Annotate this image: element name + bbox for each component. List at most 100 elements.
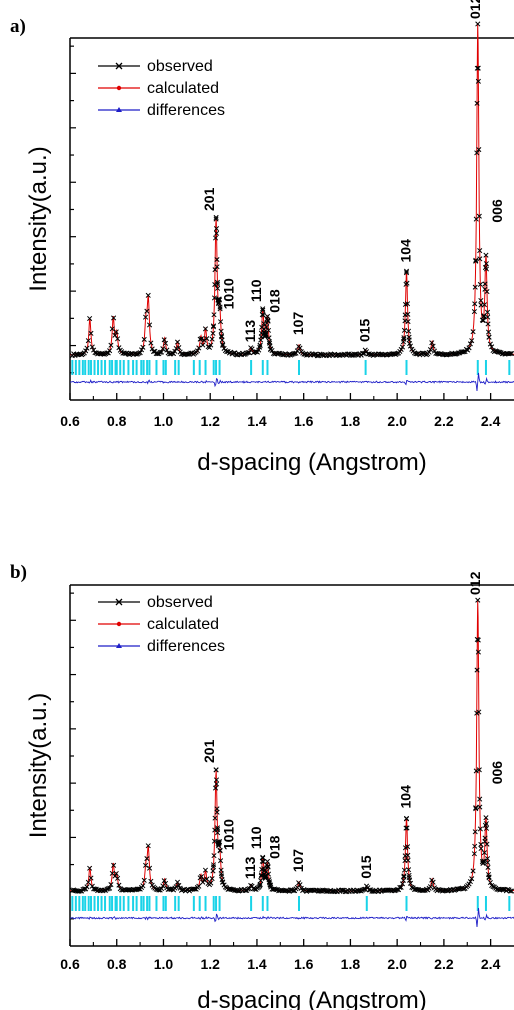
observed-point [109,326,115,332]
xrd-panel-a: a) 0.6 0.8 1.0 1.2 1.4 1.6 1.8 2.0 2.2 2.4 d-spacin… [10,0,514,476]
observed-point [317,888,323,894]
observed-point [264,313,271,319]
observed-point [293,350,299,356]
observed-point [437,887,443,893]
observed-point [501,886,507,892]
observed-point [353,351,359,357]
observed-point [246,350,252,356]
observed-point [112,332,118,338]
observed-point [470,868,476,874]
observed-point [312,351,318,357]
observed-point [470,329,476,335]
observed-point [471,309,477,315]
observed-point [136,886,142,892]
x-tick-label: 2.0 [387,956,407,972]
observed-point [399,344,406,350]
observed-point [301,351,307,357]
observed-point [477,804,483,810]
x-tick-label: 2.4 [481,413,501,429]
peak-label-015: 015 [357,318,373,342]
observed-point [280,352,286,358]
observed-point [212,235,219,241]
observed-point [370,888,376,894]
observed-point [421,887,427,894]
panel-label: a) [10,16,26,37]
observed-point [158,349,165,355]
legend-item-differences: differences [98,102,225,119]
observed-point [213,777,220,783]
observed-point [267,346,274,353]
observed-point [208,342,214,348]
observed-point [237,351,243,357]
x-tick-label: 1.0 [154,956,174,972]
panel-label: b) [10,562,27,583]
x-tick-label: 1.2 [200,956,220,972]
observed-point [472,301,478,307]
observed-point [466,345,472,351]
observed-point [485,864,491,870]
observed-point [258,878,264,884]
observed-point [266,335,272,341]
observed-point [108,882,114,888]
y-axis-title: Intensity(a.u.) [25,693,52,838]
observed-point [475,21,481,27]
observed-point [497,349,503,355]
observed-point [475,78,481,84]
observed-point [172,348,178,354]
legend-label: calculated [147,80,219,97]
observed-point [217,847,223,853]
observed-point [180,887,186,893]
observed-point [212,267,218,273]
observed-point [509,350,514,357]
observed-point [260,312,266,318]
observed-point [349,352,355,358]
observed-point [476,147,482,153]
observed-point [184,887,190,893]
observed-point [477,256,483,262]
observed-point [202,867,209,873]
peak-label-113: 113 [242,856,258,879]
observed-point [84,884,90,890]
observed-point [116,345,122,351]
observed-point [342,889,348,895]
observed-point [201,337,207,343]
observed-point [486,334,492,340]
observed-point [253,349,259,355]
observed-point [507,888,513,894]
observed-point [116,882,122,888]
observed-point [140,344,146,350]
legend-item-calculated: calculated [98,616,219,633]
observed-point [174,339,181,345]
legend-label: differences [147,102,225,119]
observed-point [200,342,206,348]
observed-point [213,767,219,773]
observed-point [214,230,220,236]
observed-point [472,843,478,849]
observed-point [198,336,205,342]
observed-point [429,340,435,346]
observed-point [260,306,266,312]
peak-label-113: 113 [242,320,258,343]
peak-label-107: 107 [290,849,306,873]
observed-point [212,815,218,821]
x-tick-label: 1.6 [294,956,314,972]
observed-point [214,781,220,787]
observed-point [150,349,157,355]
observed-point [314,353,320,359]
observed-point [469,876,475,882]
observed-point [236,888,242,894]
observed-point [220,342,226,349]
observed-point [478,297,484,304]
observed-point [403,815,410,821]
observed-point [185,351,191,357]
peak-label-110: 110 [248,826,264,849]
observed-point [366,887,372,893]
observed-point [361,350,367,356]
x-tick-label: 1.4 [247,413,267,429]
observed-point [139,347,145,353]
observed-point [164,347,170,353]
legend-label: differences [147,638,225,655]
observed-point [483,261,489,267]
observed-point [483,266,490,272]
